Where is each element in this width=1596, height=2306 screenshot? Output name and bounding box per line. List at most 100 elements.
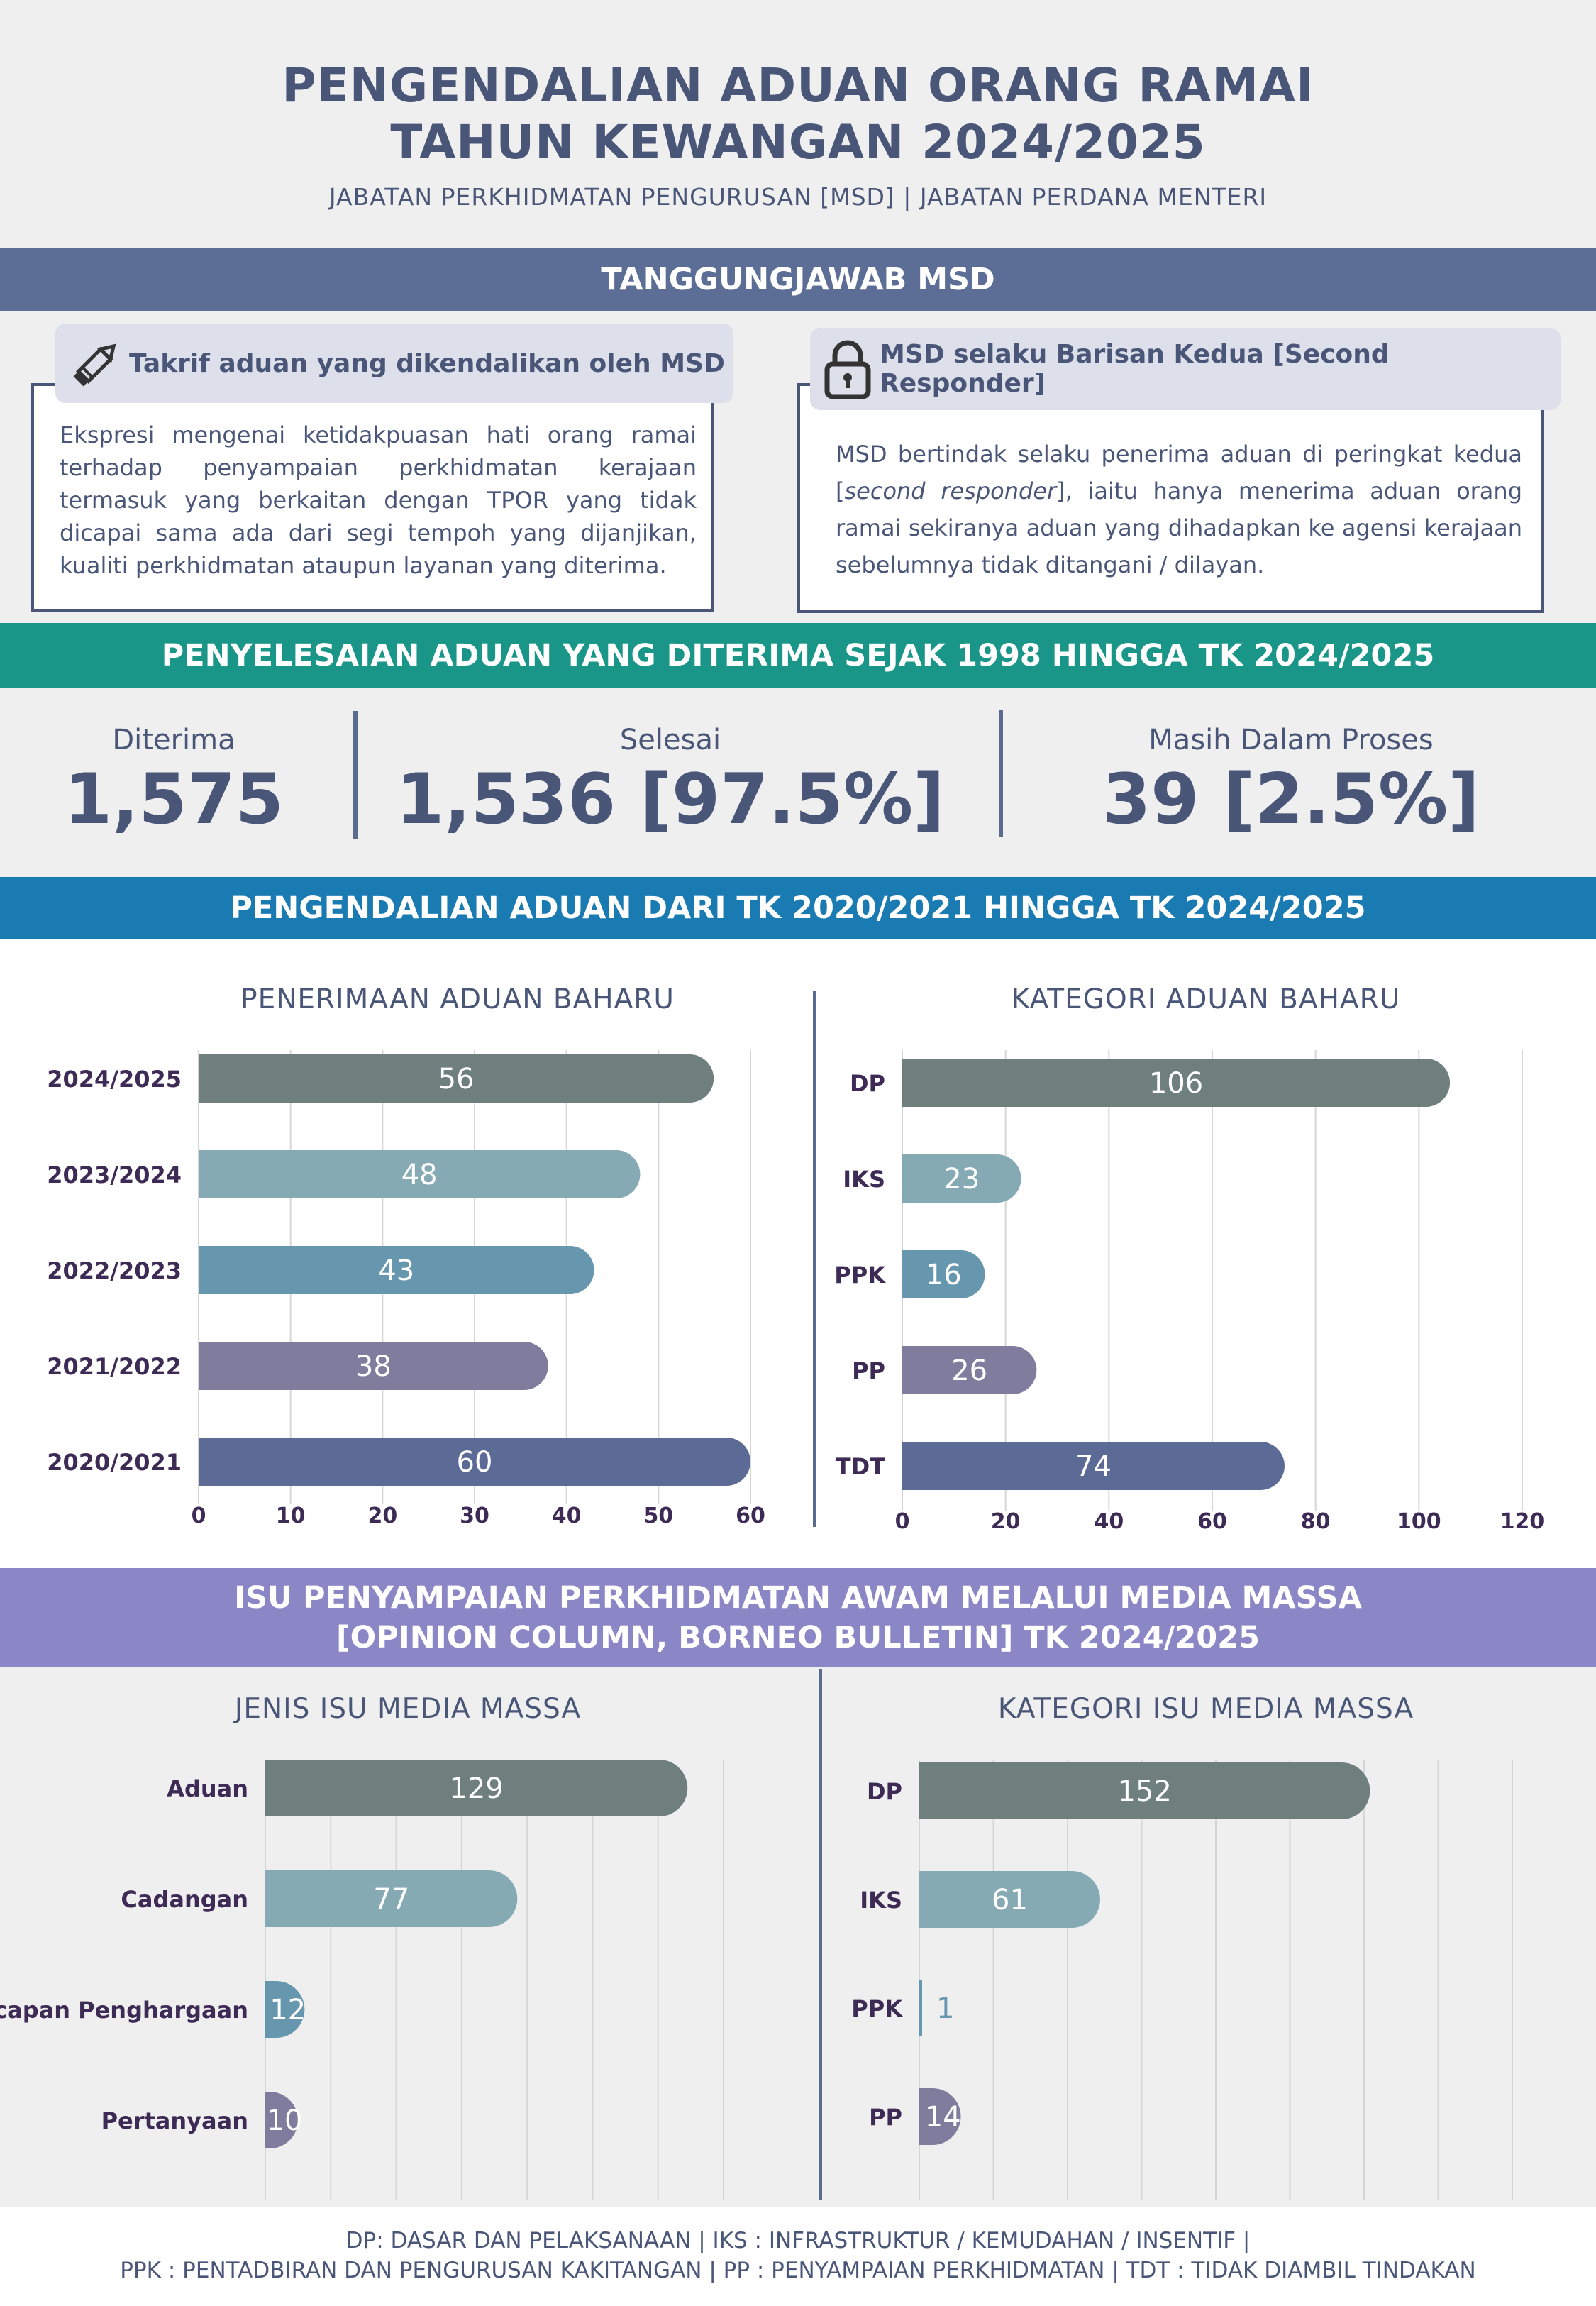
category-label: 2020/2021 bbox=[47, 1449, 182, 1476]
data-label: 14 bbox=[925, 2101, 961, 2134]
band-line1: ISU PENYAMPAIAN PERKHIDMATAN AWAM MELALU… bbox=[234, 1580, 1362, 1616]
category-label: TDT bbox=[836, 1453, 885, 1480]
bar bbox=[265, 2092, 299, 2148]
stat-received-label: Diterima bbox=[112, 724, 235, 756]
second-responder-card bbox=[797, 383, 1544, 613]
data-label: 26 bbox=[951, 1355, 987, 1387]
bar bbox=[902, 1346, 1037, 1394]
data-label: 43 bbox=[378, 1254, 414, 1287]
category-label: 2024/2025 bbox=[47, 1066, 182, 1093]
bar bbox=[919, 2088, 961, 2145]
tick-label: 0 bbox=[192, 1504, 206, 1528]
category-label: Ucapan Penghargaan bbox=[0, 1997, 248, 2024]
chart-penerimaan-aduan: 56 2024/2025 48 2023/2024 43 2022/2023 38 2021/… bbox=[47, 1050, 765, 1528]
footer-area bbox=[0, 2207, 1596, 2306]
bar bbox=[265, 1981, 305, 2038]
data-label: 152 bbox=[1118, 1775, 1172, 1808]
chart-kategori-isu: 152 DP 61 IKS 1 PPK 14 PP bbox=[851, 1760, 1513, 2200]
bar bbox=[265, 1760, 688, 1816]
stat-inprogress-label: Masih Dalam Proses bbox=[1148, 724, 1434, 756]
chart4-title: KATEGORI ISU MEDIA MASSA bbox=[997, 1693, 1414, 1725]
chart-divider bbox=[813, 991, 816, 1527]
category-label: PP bbox=[852, 1357, 885, 1384]
category-label: 2022/2023 bbox=[47, 1257, 182, 1284]
stat-divider bbox=[353, 711, 358, 839]
data-label: 12 bbox=[270, 1994, 306, 2026]
second-responder-card-body: MSD bertindak selaku penerima aduan di p… bbox=[836, 436, 1522, 583]
category-label: IKS bbox=[843, 1166, 885, 1193]
tick-label: 40 bbox=[552, 1504, 582, 1528]
bar bbox=[902, 1059, 1451, 1107]
chart-jenis-isu: 129 Aduan 77 Cadangan 12 Ucapan Penghargaan 10… bbox=[0, 1760, 724, 2200]
tick-label: 120 bbox=[1500, 1509, 1545, 1534]
category-label: Pertanyaan bbox=[101, 2107, 248, 2134]
section-band-pengendalian: PENGENDALIAN ADUAN DARI TK 2020/2021 HIN… bbox=[0, 877, 1596, 939]
bar bbox=[902, 1154, 1021, 1203]
pencil-icon bbox=[68, 335, 125, 392]
tick-label: 0 bbox=[895, 1509, 910, 1534]
data-label: 60 bbox=[457, 1446, 493, 1479]
stat-completed-value: 1,536 [97.5%] bbox=[396, 759, 945, 840]
stat-inprogress-value: 39 [2.5%] bbox=[1102, 759, 1480, 840]
body-text-part1: MSD bertindak selaku penerima aduan di p… bbox=[836, 441, 1522, 504]
bar bbox=[199, 1150, 641, 1198]
page-subtitle: JABATAN PERKHIDMATAN PENGURUSAN [MSD] | … bbox=[328, 183, 1268, 211]
tick-label: 80 bbox=[1301, 1509, 1331, 1534]
data-label: 129 bbox=[449, 1772, 503, 1805]
data-label: 61 bbox=[992, 1884, 1028, 1916]
band-line2: [OPINION COLUMN, BORNEO BULLETIN] TK 202… bbox=[336, 1620, 1260, 1655]
bar bbox=[199, 1438, 750, 1486]
bar bbox=[265, 1870, 518, 1927]
section-band-penyelesaian: PENYELESAIAN ADUAN YANG DITERIMA SEJAK 1… bbox=[0, 623, 1596, 688]
tick-label: 10 bbox=[276, 1504, 306, 1528]
data-label: 56 bbox=[438, 1063, 475, 1096]
bar bbox=[919, 1980, 922, 2036]
data-label: 1 bbox=[936, 1992, 954, 2025]
chart3-title: JENIS ISU MEDIA MASSA bbox=[234, 1693, 582, 1725]
page-title-line2: TAHUN KEWANGAN 2024/2025 bbox=[390, 115, 1206, 170]
tick-label: 50 bbox=[643, 1504, 673, 1528]
data-label: 10 bbox=[267, 2104, 303, 2137]
category-label: 2021/2022 bbox=[47, 1353, 182, 1380]
tick-label: 60 bbox=[736, 1504, 765, 1528]
chart-kategori-aduan: 106 DP 23 IKS 16 PPK 26 PP 74 TDT 0 20 40 60 80 100 120 bbox=[834, 1050, 1545, 1534]
category-label: Cadangan bbox=[121, 1886, 248, 1913]
tick-label: 40 bbox=[1094, 1509, 1124, 1534]
data-label: 23 bbox=[943, 1163, 980, 1196]
body-text-italic: second responder bbox=[844, 478, 1057, 504]
body-text-part2: ], iaitu hanya menerima aduan orang rama… bbox=[836, 478, 1523, 578]
bar bbox=[919, 1871, 1100, 1928]
data-label: 106 bbox=[1149, 1067, 1203, 1100]
data-label: 38 bbox=[355, 1350, 392, 1383]
second-responder-card-header: MSD selaku Barisan Kedua [Second Respond… bbox=[810, 328, 1561, 410]
bar bbox=[902, 1250, 985, 1298]
tick-label: 100 bbox=[1397, 1509, 1441, 1534]
bar bbox=[199, 1246, 594, 1294]
chart2-title: KATEGORI ADUAN BAHARU bbox=[1011, 983, 1401, 1015]
section-band-tanggungjawab: TANGGUNGJAWAB MSD bbox=[0, 248, 1596, 311]
bar bbox=[199, 1054, 714, 1103]
stat-divider bbox=[999, 710, 1003, 837]
data-label: 74 bbox=[1075, 1450, 1112, 1483]
stat-received-value: 1,575 bbox=[64, 759, 284, 840]
chart-divider bbox=[819, 1669, 822, 2200]
bar bbox=[199, 1342, 548, 1390]
category-label: Aduan bbox=[167, 1775, 248, 1802]
tick-label: 30 bbox=[460, 1504, 489, 1528]
category-label: IKS bbox=[860, 1887, 902, 1914]
section-band-media-massa: ISU PENYAMPAIAN PERKHIDMATAN AWAM MELALU… bbox=[0, 1568, 1596, 1667]
category-label: DP bbox=[850, 1070, 885, 1097]
category-label: PP bbox=[869, 2104, 902, 2131]
tick-label: 60 bbox=[1197, 1509, 1227, 1534]
tick-label: 20 bbox=[991, 1509, 1021, 1534]
definition-card-header: Takrif aduan yang dikendalikan oleh MSD bbox=[55, 324, 733, 403]
category-label: PPK bbox=[851, 1995, 903, 2022]
category-label: DP bbox=[867, 1778, 902, 1805]
page-title-line1: PENGENDALIAN ADUAN ORANG RAMAI bbox=[282, 58, 1314, 113]
data-label: 77 bbox=[373, 1883, 409, 1916]
tick-label: 20 bbox=[367, 1504, 397, 1528]
data-label: 16 bbox=[926, 1259, 962, 1291]
footer-legend-line2: PPK : PENTADBIRAN DAN PENGURUSAN KAKITAN… bbox=[120, 2258, 1476, 2283]
second-responder-card-title: MSD selaku Barisan Kedua [Second Respond… bbox=[880, 340, 1390, 398]
definition-card-body: Ekspresi mengenai ketidakpuasan hati ora… bbox=[60, 421, 697, 579]
